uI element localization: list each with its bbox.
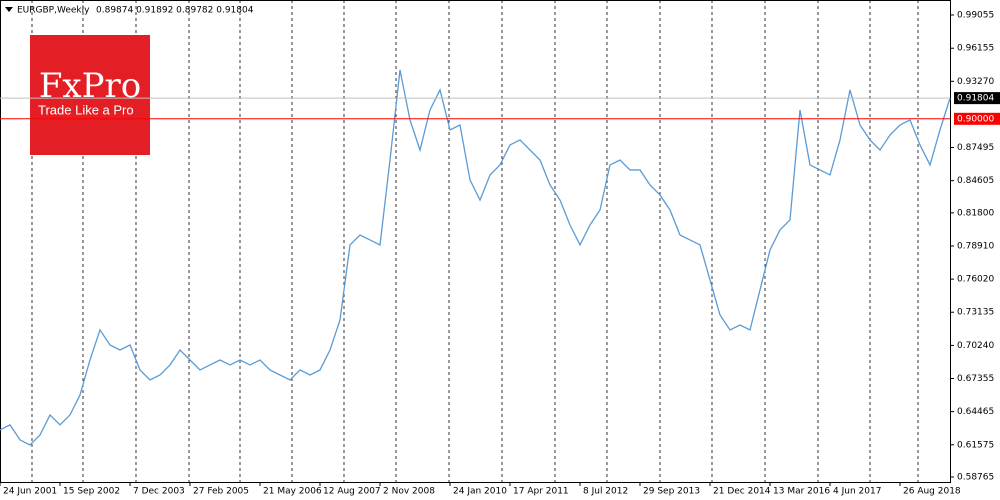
logo-brand: FxPro: [39, 66, 141, 106]
chart-title: EURGBP,Weekly: [17, 6, 90, 16]
x-tick-label: 17 Apr 2011: [513, 487, 569, 497]
y-tick-label: 0.76020: [957, 275, 994, 285]
y-tick-label: 0.84605: [957, 176, 994, 186]
x-tick-label: 21 May 2006: [263, 487, 322, 497]
y-tick-label: 0.96155: [957, 44, 994, 54]
x-tick-label: 4 Jun 2017: [833, 487, 881, 497]
x-tick-label: 26 Aug 2018: [903, 487, 961, 497]
price-label-box: [954, 92, 1000, 105]
price-label: 0.90000: [957, 114, 994, 124]
y-tick-label: 0.61575: [957, 440, 994, 450]
menu-arrow[interactable]: [5, 7, 13, 12]
x-tick-label: 24 Jun 2001: [3, 487, 57, 497]
plot: [0, 69, 951, 446]
x-tick-label: 13 Mar 2016: [773, 487, 830, 497]
ohlc: 0.89874 0.91892 0.89782 0.91804: [96, 6, 254, 16]
y-tick-label: 0.73135: [957, 308, 994, 318]
y-tick-label: 0.64465: [957, 407, 994, 417]
x-tick-label: 24 Jan 2010: [453, 487, 507, 497]
y-tick-label: 0.70240: [957, 341, 994, 351]
y-tick-label: 0.99055: [957, 10, 994, 20]
x-tick-label: 7 Dec 2003: [133, 487, 185, 497]
plot-frame: [0, 0, 951, 483]
price-line: [0, 69, 951, 446]
x-tick-label: 15 Sep 2002: [63, 487, 120, 497]
x-tick-label: 21 Dec 2014: [713, 487, 771, 497]
x-tick-label: 27 Feb 2005: [193, 487, 249, 497]
y-tick-label: 0.58765: [957, 473, 994, 483]
price-label: 0.91804: [957, 94, 994, 104]
price-label-box: [954, 112, 1000, 125]
x-tick-label: 12 Aug 2007: [323, 487, 381, 497]
logo-slogan: Trade Like a Pro: [38, 102, 134, 117]
x-tick-label: 2 Nov 2008: [383, 487, 435, 497]
x-tick-label: 29 Sep 2013: [643, 487, 700, 497]
x-tick-label: 8 Jul 2012: [583, 487, 628, 497]
y-tick-label: 0.67355: [957, 374, 994, 384]
logo-box: [30, 35, 150, 155]
y-tick-label: 0.93270: [957, 77, 994, 87]
y-tick-label: 0.78910: [957, 241, 994, 251]
grid: [31, 0, 919, 482]
y-tick-label: 0.87495: [957, 143, 994, 153]
y-tick-label: 0.81800: [957, 208, 994, 218]
